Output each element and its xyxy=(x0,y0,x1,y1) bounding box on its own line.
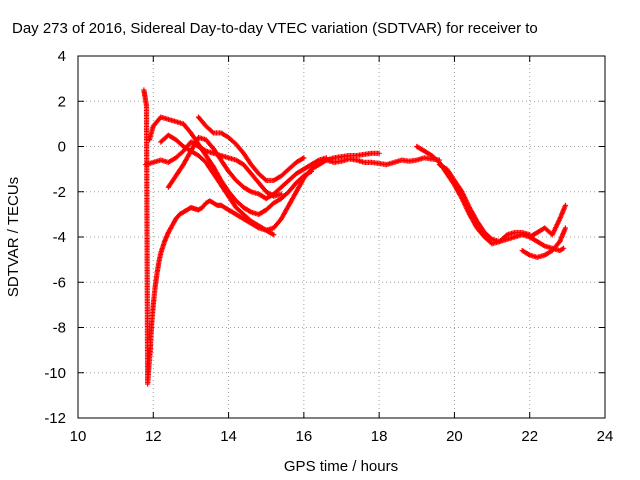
series-track-11 xyxy=(519,225,569,260)
y-tick-label: -8 xyxy=(53,320,66,337)
y-tick-label: -10 xyxy=(44,365,66,382)
data-series xyxy=(141,87,569,387)
data-markers xyxy=(141,87,224,387)
series-track-5 xyxy=(143,139,284,199)
y-axis-label: SDTVAR / TECUs xyxy=(5,177,22,297)
data-markers xyxy=(436,162,567,254)
y-tick-label: -4 xyxy=(53,229,66,246)
x-tick-label: 18 xyxy=(371,428,388,445)
series-track-10 xyxy=(436,162,567,254)
series-track-12 xyxy=(527,202,569,240)
x-tick-label: 14 xyxy=(220,428,237,445)
data-markers xyxy=(519,225,569,260)
y-tick-label: 2 xyxy=(58,93,66,110)
y-tick-label: 0 xyxy=(58,139,66,156)
x-axis-label: GPS time / hours xyxy=(284,458,398,475)
x-tick-label: 24 xyxy=(597,428,614,445)
series-track-4 xyxy=(158,132,277,238)
x-tick-label: 20 xyxy=(446,428,463,445)
y-tick-label: -12 xyxy=(44,410,66,427)
x-tick-label: 12 xyxy=(145,428,162,445)
chart-title: Day 273 of 2016, Sidereal Day-to-day VTE… xyxy=(12,20,538,37)
data-markers xyxy=(143,139,284,199)
series-track-7 xyxy=(195,114,307,184)
data-markers xyxy=(527,202,569,240)
series-track-8 xyxy=(323,155,442,168)
y-tick-label: -2 xyxy=(53,184,66,201)
data-markers xyxy=(158,132,277,238)
data-markers xyxy=(195,114,307,184)
data-markers xyxy=(323,155,442,168)
x-tick-label: 22 xyxy=(521,428,538,445)
x-tick-label: 10 xyxy=(70,428,87,445)
y-tick-label: 4 xyxy=(58,48,66,65)
data-markers xyxy=(165,134,330,202)
series-track-6 xyxy=(165,134,330,202)
y-tick-label: -6 xyxy=(53,274,66,291)
series-track-1 xyxy=(141,87,224,387)
x-tick-label: 16 xyxy=(296,428,313,445)
